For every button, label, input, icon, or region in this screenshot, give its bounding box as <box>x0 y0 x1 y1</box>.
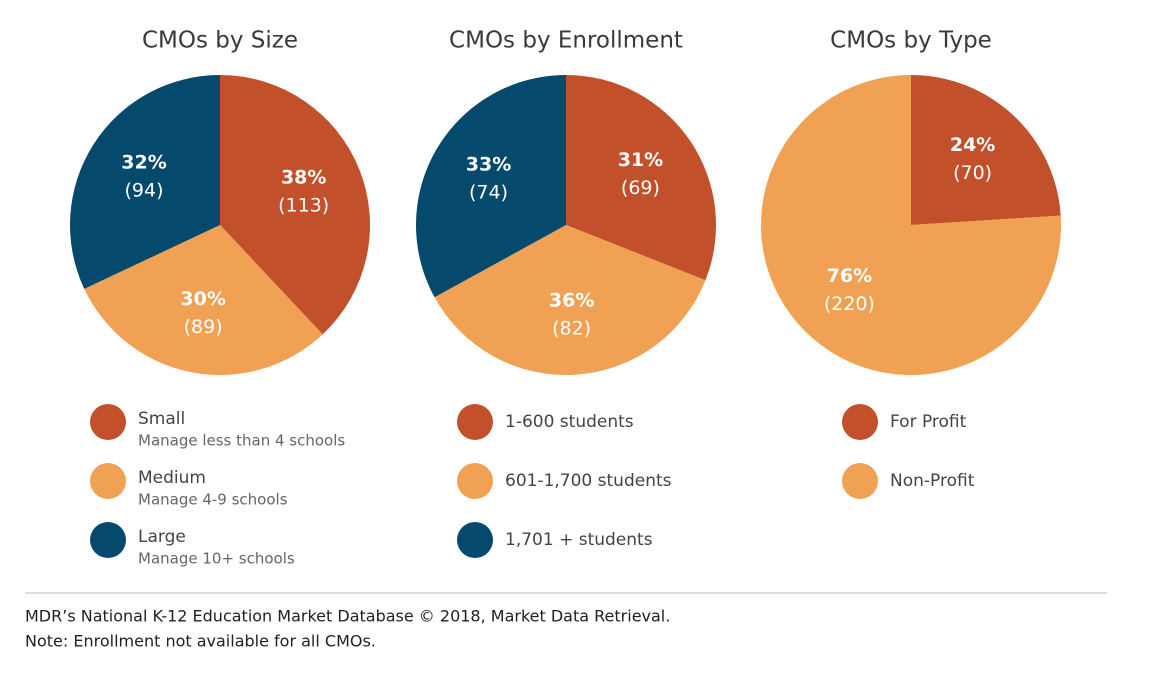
legend-label: Large <box>138 527 186 547</box>
percent-label: 30% <box>180 288 225 310</box>
legend-label: Small <box>138 409 185 429</box>
percent-label: 33% <box>466 154 511 176</box>
pie-slice <box>415 75 566 298</box>
legend-swatch <box>842 404 878 440</box>
legend-swatch <box>457 522 493 558</box>
percent-label: 31% <box>618 149 663 171</box>
count-label: (94) <box>125 179 164 201</box>
pie-slice <box>760 75 1061 376</box>
pie-slice <box>566 75 716 281</box>
note: Note: Enrollment not available for all C… <box>25 632 376 651</box>
percent-label: 38% <box>281 166 326 188</box>
legend-label: 1-600 students <box>505 412 634 432</box>
count-label: (74) <box>469 182 508 204</box>
chart-title: CMOs by Size <box>142 28 298 54</box>
legend-description: Manage less than 4 schools <box>138 432 345 450</box>
legend-description: Manage 10+ schools <box>138 550 295 568</box>
pie-slice <box>434 225 706 376</box>
pie-slice <box>84 225 323 376</box>
legend-swatch <box>90 463 126 499</box>
percent-label: 32% <box>121 151 166 173</box>
legend-swatch <box>90 404 126 440</box>
chart-title: CMOs by Enrollment <box>449 28 683 54</box>
count-label: (70) <box>953 162 992 184</box>
source-note: MDR’s National K-12 Education Market Dat… <box>25 607 670 626</box>
pie-slice <box>911 75 1061 225</box>
legend-swatch <box>842 463 878 499</box>
percent-label: 36% <box>549 289 594 311</box>
count-label: (113) <box>278 194 329 216</box>
count-label: (89) <box>184 316 223 338</box>
legend-label: 601-1,700 students <box>505 471 672 491</box>
percent-label: 24% <box>950 134 995 156</box>
count-label: (69) <box>621 177 660 199</box>
legend-swatch <box>457 404 493 440</box>
legend-swatch <box>90 522 126 558</box>
count-label: (220) <box>824 293 875 315</box>
legend-description: Manage 4-9 schools <box>138 491 288 509</box>
legend-label: Non-Profit <box>890 471 975 491</box>
legend-label: Medium <box>138 468 206 488</box>
chart-title: CMOs by Type <box>830 28 992 54</box>
legend-swatch <box>457 463 493 499</box>
legend-label: 1,701 + students <box>505 530 653 550</box>
pie-slice <box>220 75 371 335</box>
pie-slice <box>70 75 221 289</box>
percent-label: 76% <box>827 265 872 287</box>
legend-label: For Profit <box>890 412 967 432</box>
count-label: (82) <box>552 317 591 339</box>
